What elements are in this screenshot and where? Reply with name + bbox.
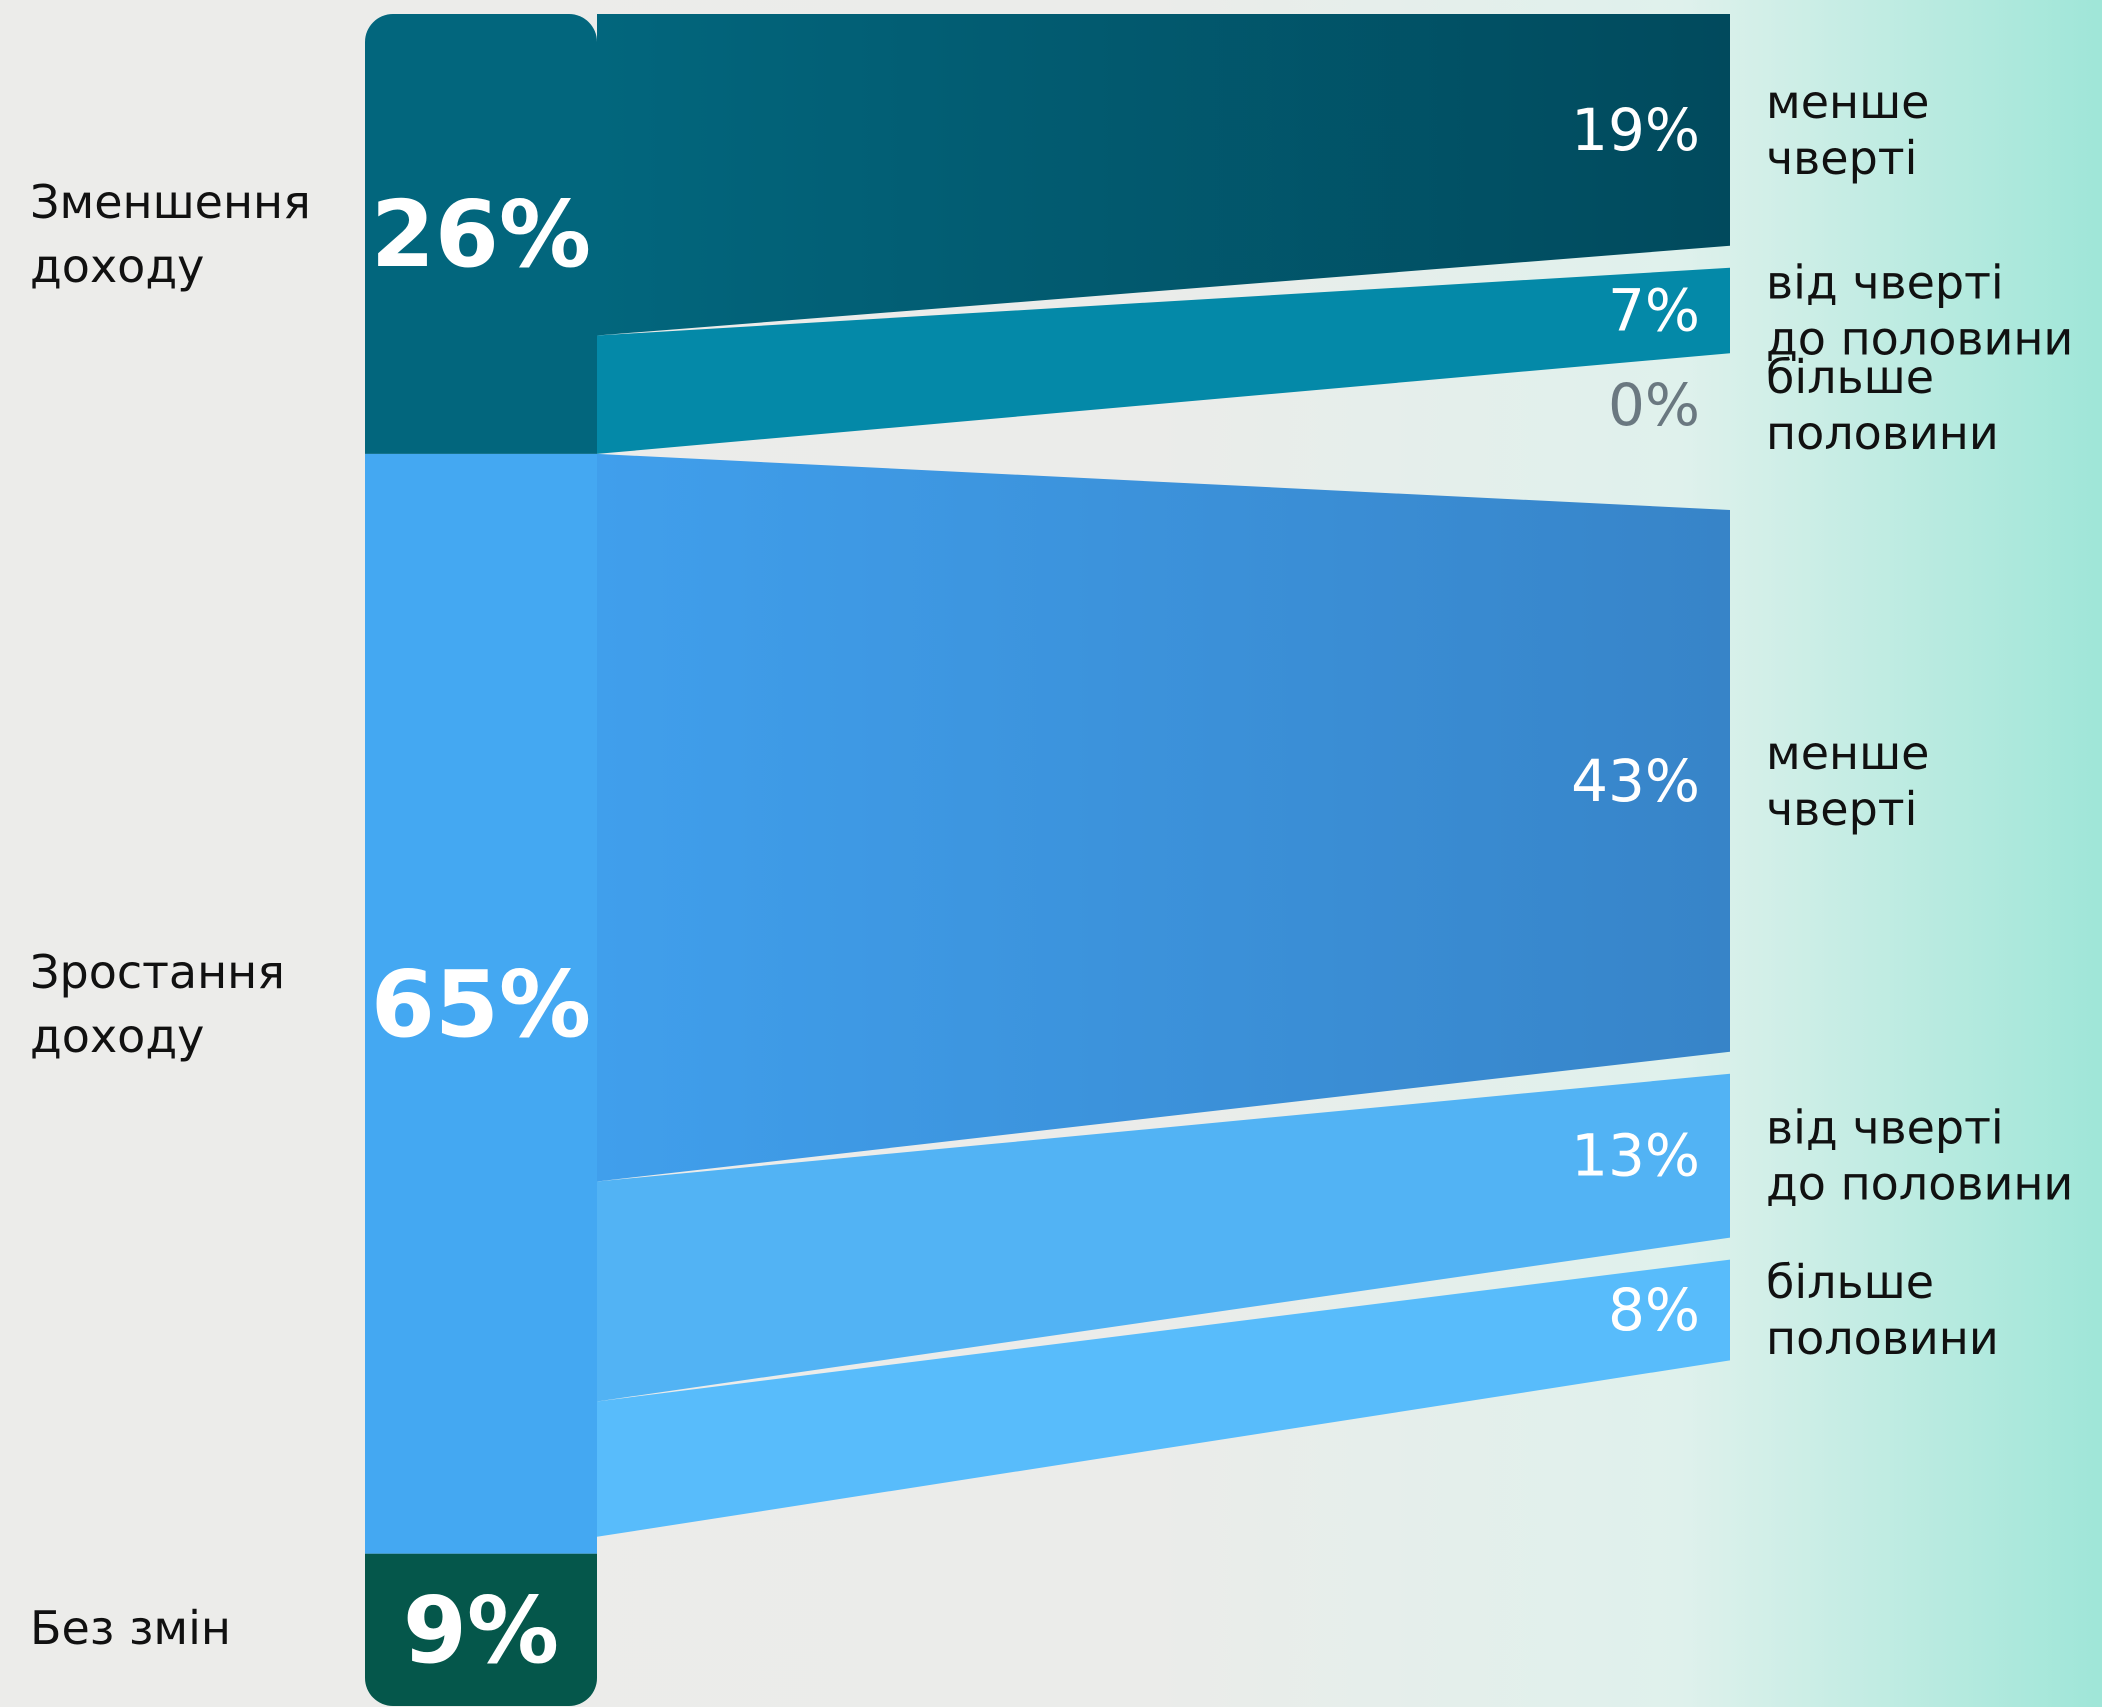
flow-category-label: менше: [1766, 75, 1929, 129]
category-value-label: 26%: [371, 181, 591, 288]
category-label: Зменшення: [30, 175, 311, 229]
category-label: Без змін: [30, 1601, 231, 1655]
flow-category-label: половини: [1766, 1311, 1999, 1365]
flow-category-label: половини: [1766, 406, 1999, 460]
flow-value-label: 0%: [1608, 371, 1700, 439]
column-segment-1: [365, 453, 597, 1554]
flow-band-1-0: [597, 453, 1730, 1182]
category-label: Зростання: [30, 945, 285, 999]
flow-category-label: чверті: [1766, 131, 1917, 185]
flow-value-label: 19%: [1571, 96, 1700, 164]
column-segment-2: [365, 1553, 597, 1706]
flow-band-0-1: [597, 267, 1730, 454]
category-label: доходу: [30, 1009, 204, 1063]
flow-category-label: більше: [1766, 1255, 1934, 1309]
flow-category-label: від чверті: [1766, 1101, 2004, 1155]
category-value-label: 65%: [371, 951, 591, 1058]
flow-value-label: 43%: [1571, 747, 1700, 815]
flow-category-label: більше: [1766, 350, 1934, 404]
flow-band-1-1: [597, 1073, 1730, 1402]
flow-category-label: від чверті: [1766, 256, 2004, 310]
flow-value-label: 7%: [1608, 277, 1700, 345]
column-segment-0: [365, 14, 597, 454]
flow-value-label: 8%: [1608, 1276, 1700, 1344]
flow-category-label: до половини: [1766, 1157, 2073, 1211]
flow-band-1-2: [597, 1259, 1730, 1537]
category-label: доходу: [30, 239, 204, 293]
flow-category-label: до половини: [1766, 312, 2073, 366]
flow-value-label: 13%: [1571, 1122, 1700, 1190]
flow-band-0-0: [597, 14, 1730, 336]
flow-category-label: менше: [1766, 726, 1929, 780]
category-value-label: 9%: [403, 1577, 559, 1684]
flow-category-label: чверті: [1766, 782, 1917, 836]
